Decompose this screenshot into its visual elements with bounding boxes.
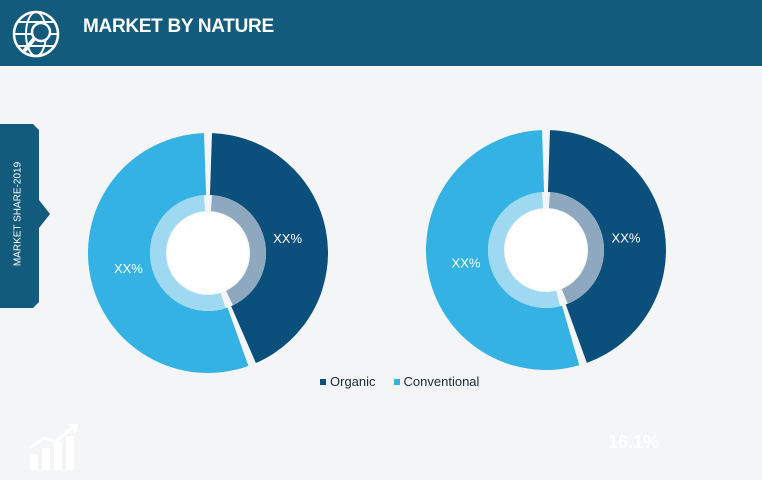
donut-1-inner-conventional [149, 195, 226, 311]
donut-1-inner-organic [210, 195, 266, 306]
donut-2-label-organic: XX% [612, 230, 641, 245]
legend-label-conventional: Conventional [403, 374, 480, 389]
donut-2-center [505, 209, 587, 291]
donut-2-inner-conventional [487, 192, 561, 308]
cagr-value: 16.1% [608, 432, 660, 452]
donut-1-label-organic: XX% [273, 231, 302, 246]
legend-label-organic: Organic [330, 374, 376, 389]
legend-swatch-conventional [393, 378, 400, 385]
globe-search-icon [12, 10, 60, 58]
legend-item-organic: Organic [320, 374, 376, 389]
header-bar: MARKET BY NATURE [0, 0, 762, 66]
side-tab [0, 124, 50, 308]
donut-2-label-conventional: XX% [452, 256, 481, 271]
page-title: MARKET BY NATURE [83, 16, 274, 37]
donut-2-inner-organic [548, 192, 604, 304]
legend-item-conventional: Conventional [393, 374, 480, 389]
legend-swatch-organic [320, 378, 326, 385]
donut-2-slice-organic [547, 130, 667, 363]
donut-1-center [167, 212, 249, 294]
donut-1-slice-conventional [88, 133, 249, 373]
donut-1-slice-organic [209, 133, 328, 364]
chart-legend: Organic Conventional [320, 374, 479, 389]
donut-1-label-conventional: XX% [114, 261, 143, 276]
growth-chart-icon [29, 424, 78, 470]
donut-2-slice-conventional [426, 130, 580, 371]
